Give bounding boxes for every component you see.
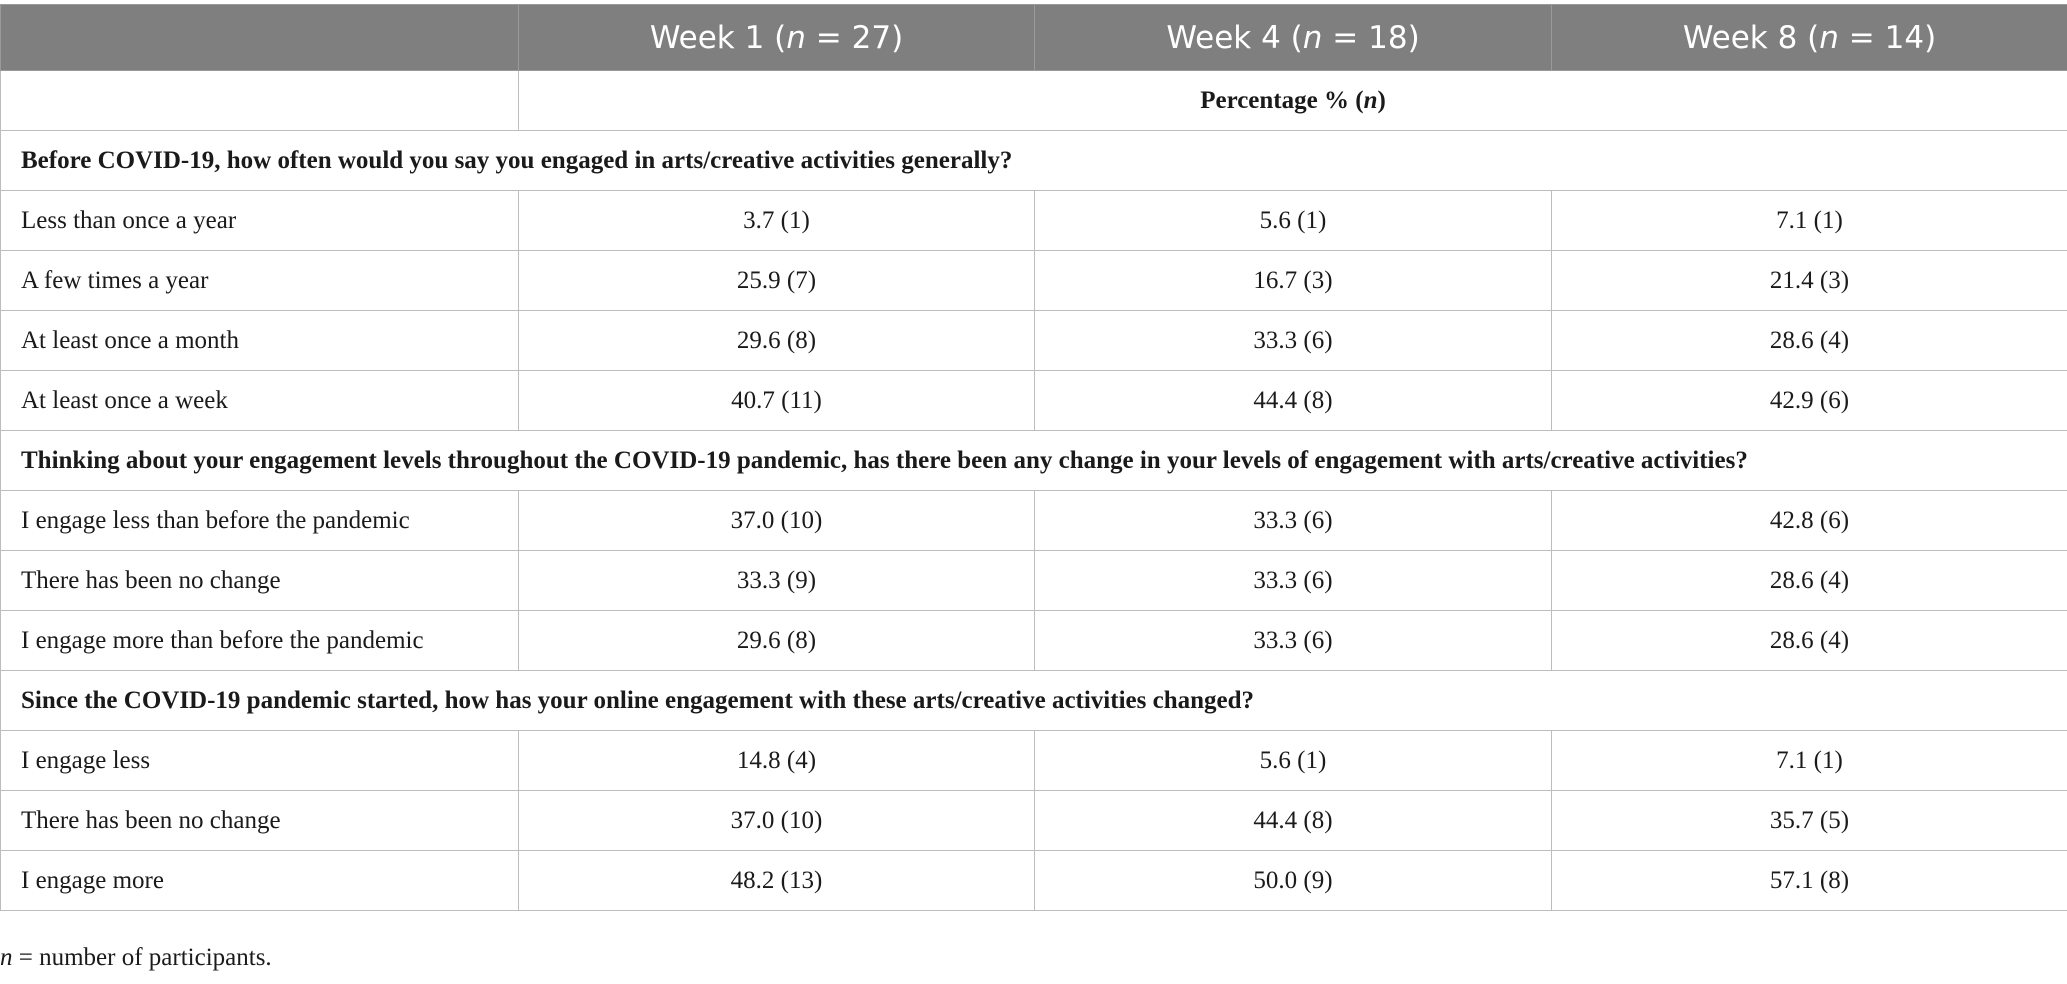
value-week-8: 7.1 (1) [1551,190,2067,251]
value-week-8: 28.6 (4) [1551,310,2067,371]
value-week-1: 29.6 (8) [518,310,1035,371]
header-corner-cell [0,4,519,71]
value-week-1: 48.2 (13) [518,850,1035,911]
section-question: Since the COVID-19 pandemic started, how… [0,670,2067,731]
value-week-1: 25.9 (7) [518,250,1035,311]
footnote-text: = number of participants. [12,944,272,971]
row-label: At least once a week [0,370,519,431]
row-label: Less than once a year [0,190,519,251]
header-week-1: Week 1 (n = 27) [518,4,1035,71]
value-week-4: 5.6 (1) [1034,730,1552,791]
value-week-4: 33.3 (6) [1034,610,1552,671]
value-week-8: 42.9 (6) [1551,370,2067,431]
value-week-1: 37.0 (10) [518,790,1035,851]
table-row: There has been no change 37.0 (10) 44.4 … [0,790,2067,851]
table-row: Less than once a year 3.7 (1) 5.6 (1) 7.… [0,190,2067,251]
table-body: Percentage % (n) Before COVID-19, how of… [0,70,2067,911]
header-week-8: Week 8 (n = 14) [1551,4,2067,71]
table-row: A few times a year 25.9 (7) 16.7 (3) 21.… [0,250,2067,311]
table-row: I engage more than before the pandemic 2… [0,610,2067,671]
table-row: There has been no change 33.3 (9) 33.3 (… [0,550,2067,611]
row-label: I engage less [0,730,519,791]
value-week-8: 28.6 (4) [1551,550,2067,611]
subheader-row: Percentage % (n) [0,70,2067,131]
row-label: There has been no change [0,550,519,611]
value-week-1: 29.6 (8) [518,610,1035,671]
results-table-container: Week 1 (n = 27) Week 4 (n = 18) Week 8 (… [0,4,2067,911]
section-question-row: Before COVID-19, how often would you say… [0,130,2067,191]
table-row: I engage less than before the pandemic 3… [0,490,2067,551]
value-week-4: 44.4 (8) [1034,790,1552,851]
value-week-4: 50.0 (9) [1034,850,1552,911]
footnote-n-symbol: n [0,944,13,971]
value-week-4: 5.6 (1) [1034,190,1552,251]
value-week-1: 40.7 (11) [518,370,1035,431]
section-question: Thinking about your engagement levels th… [0,430,2067,491]
value-week-4: 16.7 (3) [1034,250,1552,311]
subheader-percentage: Percentage % (n) [518,70,2067,131]
table-row: I engage more 48.2 (13) 50.0 (9) 57.1 (8… [0,850,2067,911]
value-week-4: 44.4 (8) [1034,370,1552,431]
value-week-8: 28.6 (4) [1551,610,2067,671]
value-week-1: 33.3 (9) [518,550,1035,611]
row-label: I engage less than before the pandemic [0,490,519,551]
value-week-4: 33.3 (6) [1034,310,1552,371]
row-label: I engage more than before the pandemic [0,610,519,671]
section-question: Before COVID-19, how often would you say… [0,130,2067,191]
row-label: At least once a month [0,310,519,371]
table-row: I engage less 14.8 (4) 5.6 (1) 7.1 (1) [0,730,2067,791]
value-week-4: 33.3 (6) [1034,550,1552,611]
row-label: I engage more [0,850,519,911]
value-week-8: 21.4 (3) [1551,250,2067,311]
value-week-1: 3.7 (1) [518,190,1035,251]
row-label: There has been no change [0,790,519,851]
section-question-row: Thinking about your engagement levels th… [0,430,2067,491]
table-row: At least once a month 29.6 (8) 33.3 (6) … [0,310,2067,371]
value-week-8: 35.7 (5) [1551,790,2067,851]
table-footnote: n = number of participants. [0,944,272,972]
value-week-1: 14.8 (4) [518,730,1035,791]
header-row: Week 1 (n = 27) Week 4 (n = 18) Week 8 (… [0,4,2067,71]
value-week-4: 33.3 (6) [1034,490,1552,551]
value-week-8: 57.1 (8) [1551,850,2067,911]
value-week-1: 37.0 (10) [518,490,1035,551]
value-week-8: 7.1 (1) [1551,730,2067,791]
table-row: At least once a week 40.7 (11) 44.4 (8) … [0,370,2067,431]
subheader-empty-cell [0,70,519,131]
section-question-row: Since the COVID-19 pandemic started, how… [0,670,2067,731]
results-table: Week 1 (n = 27) Week 4 (n = 18) Week 8 (… [0,4,2067,911]
header-week-4: Week 4 (n = 18) [1034,4,1552,71]
row-label: A few times a year [0,250,519,311]
value-week-8: 42.8 (6) [1551,490,2067,551]
